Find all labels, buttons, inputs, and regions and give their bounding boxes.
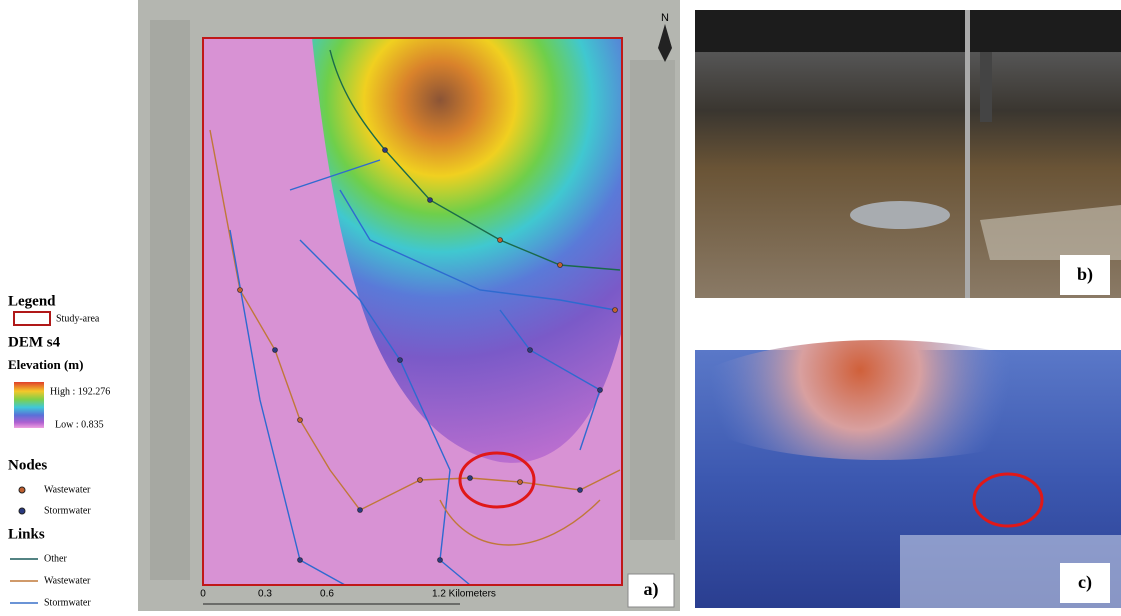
legend-label: Stormwater [44,597,91,608]
panel-label: b) [1077,264,1093,285]
node [468,476,473,481]
legend: Legend Study-area DEM s4 Elevation (m) H… [8,293,110,608]
node-swatch [19,508,25,514]
legend-label: Stormwater [44,505,91,516]
node [418,478,423,483]
scale-label: 1.2 Kilometers [432,589,496,600]
node [578,488,583,493]
legend-heading: DEM s4 [8,334,61,350]
legend-heading: Links [8,526,45,542]
scale-label: 0.6 [320,589,334,600]
node [438,558,443,563]
legend-label: Study-area [56,313,100,324]
photo-panel: b) [695,10,1121,298]
legend-label: Other [44,553,67,564]
node [298,558,303,563]
legend-label: Wastewater [44,575,91,586]
scale-label: 0.3 [258,589,272,600]
node [273,348,278,353]
panel-label: c) [1078,572,1092,593]
map-panel: N 0 0.3 0.6 1.2 Kilometers a) [138,0,680,611]
pillar [980,52,992,122]
legend-label: Wastewater [44,484,91,495]
aerial-texture [150,20,190,580]
node [428,198,433,203]
north-label: N [661,12,669,24]
node [358,508,363,513]
node [383,148,388,153]
hill [680,340,1080,460]
legend-label: Low : 0.835 [55,419,104,430]
render-panel: c) [680,340,1121,608]
legend-title: Legend [8,293,56,309]
scale-label: 0 [200,589,206,600]
elevation-ramp [14,382,44,428]
node [613,308,618,313]
bridge [695,10,1121,52]
node [518,480,523,485]
panel-label: a) [644,579,659,600]
node [238,288,243,293]
figure: Legend Study-area DEM s4 Elevation (m) H… [0,0,1121,611]
car [850,201,950,229]
node [528,348,533,353]
node [398,358,403,363]
node-swatch [19,487,25,493]
node [558,263,563,268]
page: {"legend": {"title": "Legend", "study_ar… [0,0,1121,611]
node [298,418,303,423]
study-area-swatch [14,312,50,325]
legend-label: High : 192.276 [50,386,110,397]
legend-heading: Elevation (m) [8,357,83,372]
body: Legend Study-area DEM s4 Elevation (m) H… [0,0,1121,611]
node [498,238,503,243]
legend-heading: Nodes [8,457,47,473]
pole [965,10,970,298]
aerial-texture [630,60,675,540]
node [598,388,603,393]
